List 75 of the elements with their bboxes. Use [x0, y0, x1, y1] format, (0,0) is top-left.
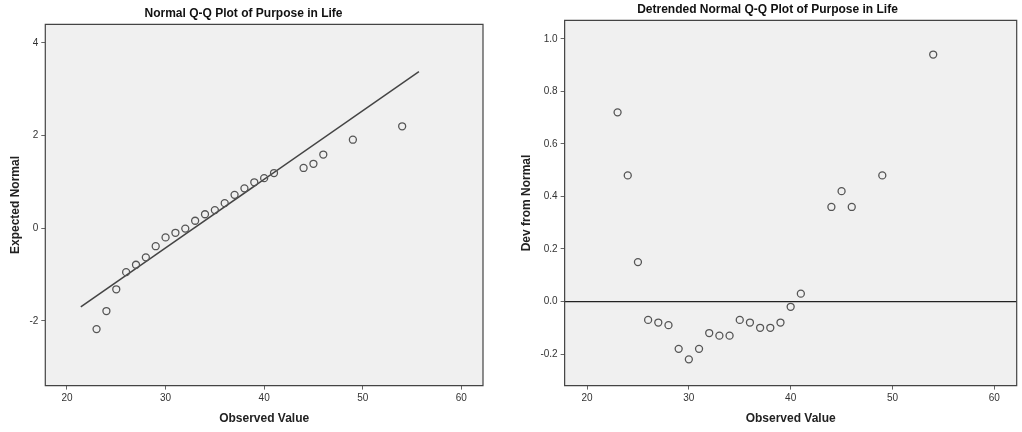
x-axis-title: Observed Value — [219, 411, 310, 426]
y-tick-label: 0.2 — [543, 242, 559, 254]
point — [684, 355, 693, 364]
point — [141, 253, 150, 262]
y-tick-label: 4 — [32, 36, 39, 48]
y-tick-label: 0.4 — [543, 190, 559, 202]
point — [929, 50, 938, 59]
point — [309, 159, 318, 168]
y-tick-label: 0.8 — [543, 85, 559, 97]
point — [161, 233, 170, 242]
x-axis-title: Observed Value — [745, 411, 837, 426]
point — [664, 321, 673, 330]
x-tick-label: 20 — [61, 392, 73, 404]
y-tick-label: 2 — [32, 129, 39, 141]
x-tick-label: 30 — [160, 392, 172, 404]
x-tick-label: 60 — [455, 392, 468, 404]
point — [725, 331, 734, 340]
y-axis-title: Dev from Normal — [518, 154, 533, 252]
x-tick-label: 40 — [785, 392, 797, 404]
point — [613, 108, 622, 117]
y-tick-label: 0 — [32, 221, 39, 233]
point — [348, 135, 358, 144]
point — [200, 210, 210, 219]
point — [745, 318, 755, 327]
point — [654, 318, 663, 327]
point — [786, 302, 795, 311]
point — [796, 289, 805, 298]
point — [847, 202, 856, 212]
y-tick-label: 1.0 — [543, 32, 559, 44]
point — [776, 318, 785, 327]
x-tick-label: 50 — [357, 392, 369, 404]
y-tick-label: 0.6 — [543, 137, 559, 149]
point — [674, 344, 683, 353]
point — [766, 323, 775, 332]
point — [171, 228, 180, 237]
point — [827, 202, 836, 212]
point — [755, 323, 765, 332]
point — [181, 224, 190, 233]
chart-title: Normal Q-Q Plot of Purpose in Life — [144, 5, 343, 20]
x-tick-label: 30 — [683, 392, 695, 404]
point — [878, 171, 887, 180]
point — [299, 163, 308, 173]
point — [112, 285, 121, 294]
point — [705, 328, 714, 338]
point — [398, 122, 407, 131]
point — [319, 150, 328, 159]
x-tick-label: 50 — [886, 392, 899, 404]
point — [102, 306, 111, 316]
point — [633, 257, 643, 267]
point — [121, 268, 131, 277]
x-tick-label: 20 — [581, 392, 594, 404]
y-tick-label: 0.0 — [543, 295, 559, 307]
x-tick-label: 60 — [988, 392, 1001, 404]
point — [92, 324, 101, 334]
y-tick-label: -0.2 — [540, 347, 559, 359]
point — [623, 171, 632, 180]
point — [269, 168, 279, 178]
point — [190, 216, 200, 225]
point — [240, 184, 249, 193]
point — [230, 190, 239, 199]
point — [837, 187, 846, 196]
chart-title: Detrended Normal Q-Q Plot of Purpose in Life — [637, 1, 899, 16]
point — [250, 178, 259, 187]
point — [735, 315, 744, 325]
point — [210, 205, 219, 215]
point — [694, 344, 704, 353]
point — [715, 331, 724, 340]
y-tick-label: -2 — [29, 314, 39, 326]
point — [220, 199, 229, 208]
point — [643, 315, 653, 325]
point — [151, 242, 160, 251]
point — [260, 173, 269, 183]
point — [131, 260, 141, 269]
x-tick-label: 40 — [258, 392, 271, 404]
y-axis-title: Expected Normal — [7, 155, 22, 255]
